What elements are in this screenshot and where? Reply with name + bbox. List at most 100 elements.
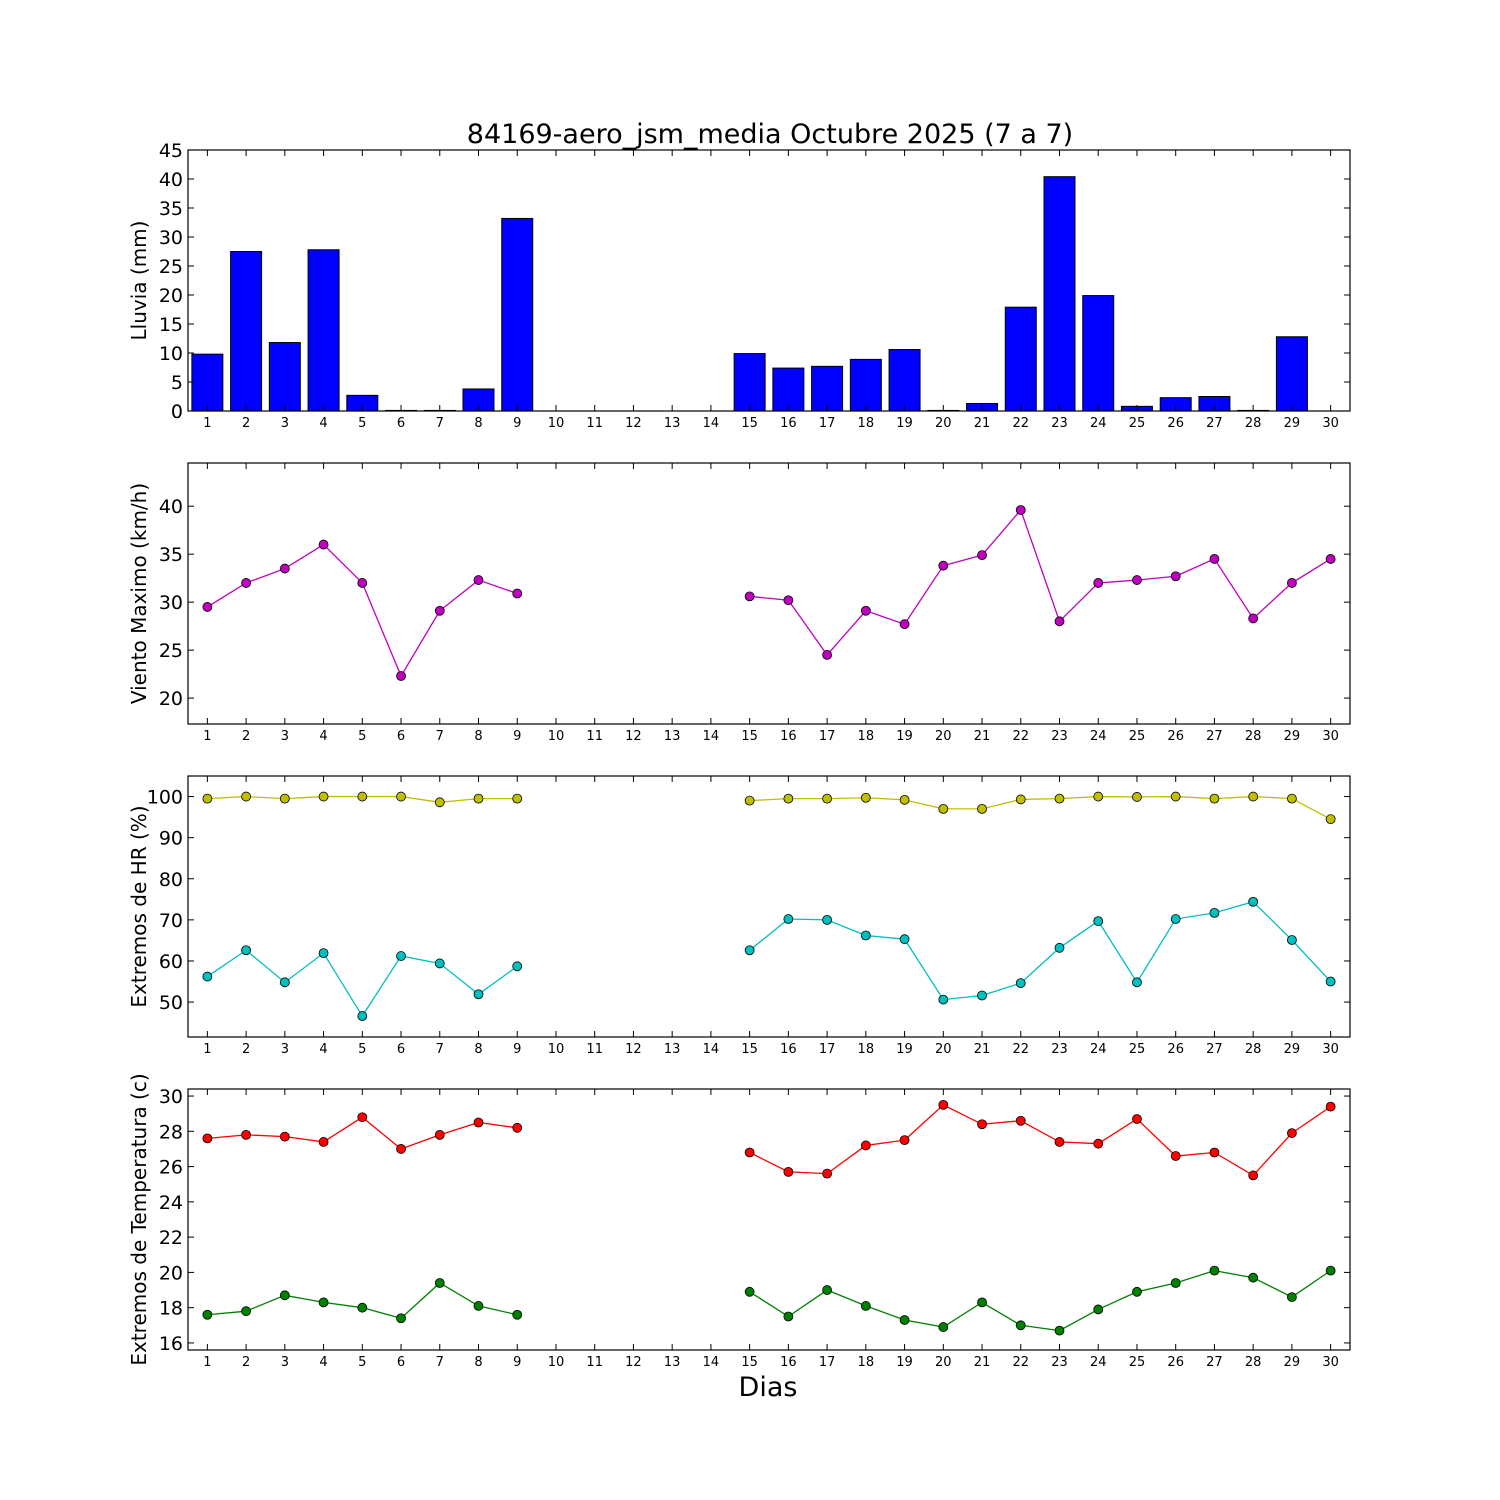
series-0-point-day-29 — [1287, 793, 1297, 804]
series-1-point-day-2 — [241, 945, 252, 956]
x-tick-label: 4 — [319, 416, 327, 431]
x-tick-label: 12 — [625, 416, 642, 431]
series-0-point-day-1 — [202, 1133, 213, 1144]
y-tick-label: 0 — [171, 401, 183, 423]
x-tick-label: 24 — [1090, 1355, 1107, 1370]
series-0-line — [749, 508, 1331, 656]
series-0-point-day-26 — [1170, 791, 1181, 802]
y-tick-label: 20 — [159, 285, 183, 307]
series-0-point-day-21 — [977, 803, 987, 814]
series-1-point-day-16 — [783, 1311, 794, 1322]
x-tick-label: 10 — [548, 416, 565, 431]
x-tick-label: 14 — [703, 729, 720, 744]
series-1-point-day-25 — [1132, 977, 1142, 988]
series-0-point-day-19 — [899, 619, 910, 630]
x-tick-label: 3 — [281, 1355, 289, 1370]
x-tick-label: 10 — [548, 1042, 565, 1057]
series-0-point-day-27 — [1209, 554, 1220, 564]
y-tick-label: 50 — [159, 992, 183, 1014]
series-1-point-day-30 — [1325, 976, 1336, 987]
x-tick-label: 17 — [819, 1042, 836, 1057]
x-tick-label: 22 — [1012, 1042, 1029, 1057]
x-tick-label: 29 — [1284, 729, 1301, 744]
series-0-point-day-22 — [1015, 794, 1026, 805]
y-tick-label: 25 — [159, 256, 183, 278]
x-tick-label: 22 — [1012, 416, 1029, 431]
series-0-point-day-23 — [1054, 616, 1065, 627]
series-1-point-day-27 — [1209, 1265, 1220, 1276]
chart-title: 84169-aero_jsm_media Octubre 2025 (7 a 7… — [467, 119, 1073, 150]
x-tick-label: 19 — [896, 1355, 913, 1370]
series-1-point-day-28 — [1248, 896, 1259, 907]
series-0-point-day-6 — [396, 1144, 406, 1154]
series-0-point-day-19 — [899, 794, 910, 805]
y-tick-label: 30 — [159, 1086, 183, 1108]
x-tick-label: 4 — [319, 1355, 327, 1370]
x-tick-label: 10 — [548, 729, 565, 744]
temperature-panel: 1 2 3 4 5 6 7 8 9 10 11 12 13 14 15 16 17 18 19 20 21 22 23 24 2… — [127, 1073, 1351, 1370]
bar-day-18 — [849, 358, 882, 412]
series-0-point-day-4 — [318, 791, 329, 802]
series-0-point-day-9 — [512, 793, 523, 804]
series-0-point-day-25 — [1132, 792, 1142, 802]
series-1-point-day-5 — [357, 1011, 368, 1021]
series-0-line — [749, 1104, 1331, 1177]
x-tick-label: 21 — [974, 729, 991, 744]
series-0-point-day-26 — [1170, 571, 1181, 582]
series-1-point-day-6 — [396, 1313, 406, 1324]
x-tick-label: 27 — [1206, 1355, 1223, 1370]
series-0-line — [207, 543, 518, 678]
series-0-point-day-8 — [473, 793, 484, 804]
y-tick-label: 26 — [159, 1157, 183, 1179]
x-tick-label: 7 — [436, 729, 444, 744]
series-0-point-day-24 — [1093, 791, 1104, 802]
x-tick-label: 10 — [548, 1355, 565, 1370]
series-0-point-day-4 — [318, 539, 329, 550]
x-tick-label: 7 — [436, 416, 444, 431]
series-1-point-day-28 — [1248, 1272, 1259, 1283]
series-0-point-day-22 — [1015, 1115, 1026, 1126]
series-0-point-day-1 — [202, 602, 213, 612]
bar-day-22 — [1004, 306, 1037, 412]
series-0-point-day-23 — [1054, 793, 1065, 804]
x-tick-label: 8 — [474, 729, 482, 744]
x-tick-label: 25 — [1129, 1042, 1146, 1057]
y-tick-label: 22 — [159, 1227, 183, 1249]
bar-day-19 — [888, 349, 921, 412]
x-tick-label: 9 — [513, 1355, 521, 1370]
series-0-point-day-26 — [1170, 1151, 1181, 1161]
y-tick-label: 28 — [159, 1121, 183, 1143]
series-0-point-day-6 — [396, 671, 406, 681]
series-1-point-day-24 — [1093, 1304, 1104, 1315]
series-1-point-day-22 — [1015, 978, 1026, 989]
rain-panel: 1 2 3 4 5 6 7 8 9 10 11 12 13 14 15 16 17 18 19 20 21 22 23 24 2… — [127, 140, 1351, 431]
x-tick-label: 26 — [1167, 1355, 1184, 1370]
y-tick-label: 30 — [159, 592, 183, 614]
x-tick-label: 1 — [203, 1355, 211, 1370]
x-tick-label: 7 — [436, 1355, 444, 1370]
x-tick-label: 5 — [358, 416, 366, 431]
x-tick-label: 21 — [974, 1042, 991, 1057]
series-1-point-day-19 — [899, 934, 910, 945]
series-0-point-day-3 — [279, 563, 290, 574]
series-1-point-day-5 — [357, 1302, 368, 1313]
series-0-point-day-16 — [783, 595, 794, 606]
series-0-point-day-25 — [1132, 1114, 1142, 1124]
humidity-panel: 1 2 3 4 5 6 7 8 9 10 11 12 13 14 15 16 17 18 19 20 21 22 23 24 2… — [127, 775, 1351, 1057]
y-tick-label: 80 — [159, 869, 183, 891]
series-1-point-day-18 — [860, 1301, 871, 1311]
x-tick-label: 26 — [1167, 416, 1184, 431]
x-tick-label: 27 — [1206, 729, 1223, 744]
x-tick-label: 11 — [586, 1042, 603, 1057]
y-tick-label: 70 — [159, 910, 183, 932]
x-tick-label: 16 — [780, 729, 797, 744]
x-tick-label: 17 — [819, 729, 836, 744]
y-tick-label: 15 — [159, 314, 183, 336]
series-0-point-day-17 — [822, 793, 832, 804]
axes-frame — [187, 1088, 1351, 1351]
series-0-point-day-8 — [473, 1117, 484, 1128]
series-1-point-day-2 — [241, 1306, 252, 1317]
x-tick-label: 20 — [935, 416, 952, 431]
x-tick-label: 18 — [858, 1042, 875, 1057]
y-tick-label: 45 — [159, 140, 183, 162]
